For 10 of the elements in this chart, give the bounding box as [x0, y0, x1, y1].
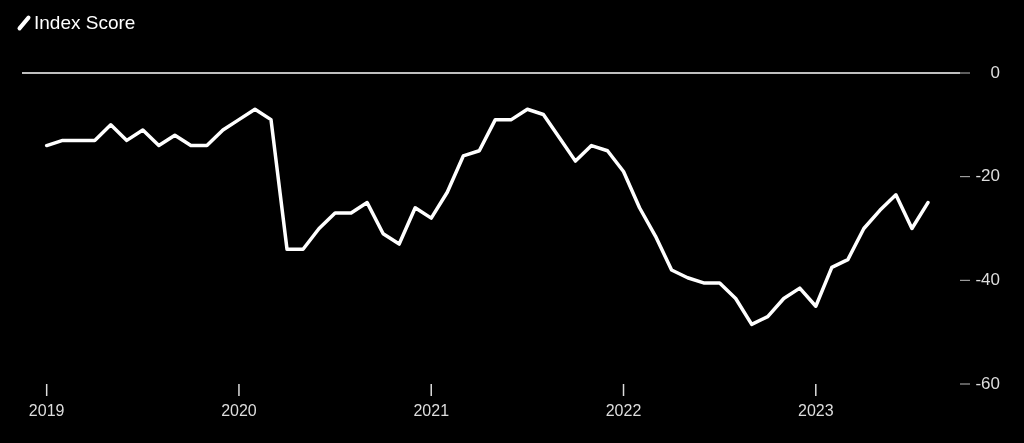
x-tick-label: 2020 — [221, 402, 257, 420]
legend-label: Index Score — [34, 12, 136, 34]
y-tick-label: -40 — [975, 270, 1000, 290]
x-tick-label: 2023 — [797, 402, 834, 420]
x-tick-label: 2022 — [605, 402, 642, 420]
y-tick-label: -60 — [975, 373, 1000, 393]
y-tick-label: 0 — [990, 62, 1000, 82]
y-tick-label: -20 — [975, 166, 1000, 186]
x-tick-label: 2021 — [413, 402, 450, 420]
x-tick-label: 2019 — [28, 402, 65, 420]
